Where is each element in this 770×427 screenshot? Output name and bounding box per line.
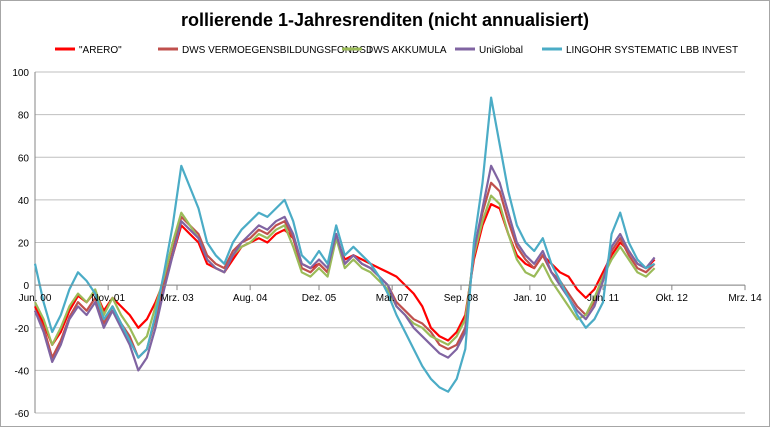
y-tick-label: 20 bbox=[18, 239, 30, 250]
y-tick-label: 100 bbox=[12, 68, 29, 79]
chart-title: rollierende 1-Jahresrenditen (nicht annu… bbox=[181, 10, 589, 30]
y-tick-label: 60 bbox=[18, 153, 30, 164]
y-axis: -60 -40 -20 0 20 40 60 80 100 bbox=[12, 68, 36, 420]
y-tick-label: -40 bbox=[15, 366, 30, 377]
y-tick-label: 40 bbox=[18, 196, 30, 207]
x-tick-label: Dez. 05 bbox=[302, 293, 337, 304]
legend-label: UniGlobal bbox=[479, 45, 523, 56]
y-tick-label: 80 bbox=[18, 111, 30, 122]
x-tick-label: Jun. 00 bbox=[19, 293, 52, 304]
x-tick-label: Mai. 07 bbox=[376, 293, 409, 304]
legend: "ARERO" DWS VERMOEGENSBILDUNGSFONDS IDWS … bbox=[55, 45, 738, 56]
x-tick-label: Mrz. 03 bbox=[160, 293, 194, 304]
x-tick-label: Jun. 11 bbox=[587, 293, 619, 304]
legend-label: LINGOHR SYSTEMATIC LBB INVEST bbox=[566, 45, 738, 56]
x-tick-label: Jan. 10 bbox=[513, 293, 546, 304]
x-tick-label: Okt. 12 bbox=[656, 293, 689, 304]
x-tick-label: Aug. 04 bbox=[233, 293, 268, 304]
y-tick-label: 0 bbox=[23, 281, 29, 292]
series-line-2 bbox=[34, 194, 656, 346]
series-line-3 bbox=[33, 164, 656, 372]
y-tick-label: -60 bbox=[15, 409, 30, 420]
x-tick-label: Mrz. 14 bbox=[728, 293, 762, 304]
legend-label: DWS VERMOEGENSBILDUNGSFONDS I bbox=[182, 45, 371, 56]
legend-label: DWS AKKUMULA bbox=[366, 45, 447, 56]
series-lines bbox=[33, 96, 656, 393]
y-tick-label: -20 bbox=[15, 324, 30, 335]
x-tick-label: Sep. 08 bbox=[444, 293, 479, 304]
x-axis: Jun. 00 Nov. 01 Mrz. 03 Aug. 04 Dez. 05 Mai. … bbox=[19, 284, 762, 304]
x-tick-label: Nov. 01 bbox=[91, 293, 125, 304]
series-line-4 bbox=[33, 96, 656, 393]
legend-label: "ARERO" bbox=[79, 45, 122, 56]
